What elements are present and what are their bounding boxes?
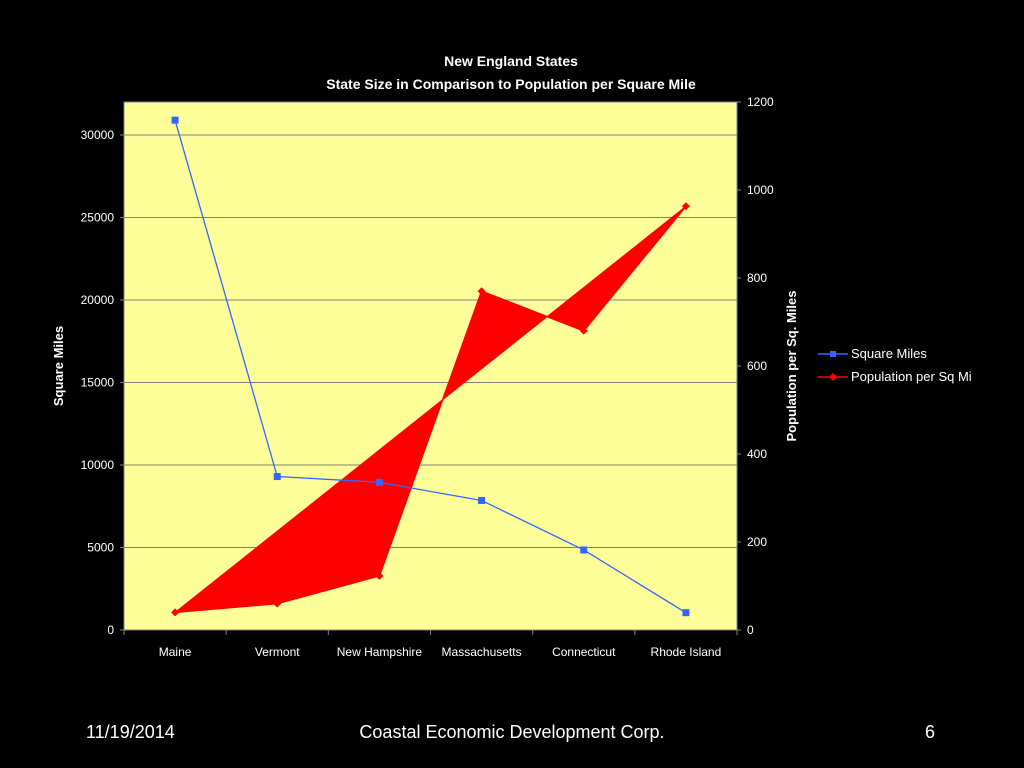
x-tick-label: Massachusetts <box>442 645 522 659</box>
grid-lines <box>120 101 741 631</box>
chart-title: New England States <box>444 53 578 69</box>
population-point <box>579 326 588 335</box>
y-tick-label: 5000 <box>87 541 114 555</box>
x-tick-label: New Hampshire <box>337 645 423 659</box>
population-point <box>273 599 282 608</box>
y2-tick-label: 0 <box>747 623 754 637</box>
square-miles-point <box>580 546 588 554</box>
y2-tick-label: 800 <box>747 271 767 285</box>
x-tick-labels: Maine Vermont New Hampshire Massachusetts Co… <box>159 645 722 659</box>
y2-tick-labels: 0 200 400 600 800 1000 1200 <box>747 95 774 637</box>
legend-square-miles-label: Square Miles <box>851 346 927 361</box>
y-tick-labels: 0 5000 10000 15000 20000 25000 30000 <box>81 128 115 637</box>
series-square-miles <box>171 116 690 617</box>
square-miles-point <box>273 473 281 481</box>
y2-tick-label: 1200 <box>747 95 774 109</box>
legend-population-marker <box>829 373 837 381</box>
square-miles-line <box>174 119 687 614</box>
population-point <box>681 202 690 211</box>
footer-organization: Coastal Economic Development Corp. <box>359 722 665 742</box>
plot-area <box>123 101 738 631</box>
legend-population-label: Population per Sq Mi <box>851 369 972 384</box>
legend-square-miles-marker <box>830 351 836 357</box>
y-axis-label: Square Miles <box>51 326 66 406</box>
y-tick-label: 10000 <box>81 458 115 472</box>
category-ticks <box>123 630 738 635</box>
x-tick-label: Vermont <box>255 645 300 659</box>
y2-tick-label: 200 <box>747 535 767 549</box>
footer-page-number: 6 <box>924 722 935 742</box>
y2-tick-label: 1000 <box>747 183 774 197</box>
y-tick-label: 15000 <box>81 376 115 390</box>
y-tick-label: 0 <box>107 623 114 637</box>
population-line <box>175 205 687 614</box>
square-miles-point <box>478 496 486 504</box>
square-miles-point <box>375 478 383 486</box>
square-miles-point <box>682 609 690 617</box>
x-tick-label: Connecticut <box>552 645 616 659</box>
population-point <box>171 608 180 617</box>
population-point <box>375 571 384 580</box>
x-tick-label: Rhode Island <box>651 645 722 659</box>
legend: Square Miles Population per Sq Mi <box>818 346 972 384</box>
y-tick-label: 25000 <box>81 211 115 225</box>
y2-tick-label: 400 <box>747 447 767 461</box>
y-tick-label: 30000 <box>81 128 115 142</box>
y2-tick-label: 600 <box>747 359 767 373</box>
footer-date: 11/19/2014 <box>86 722 175 742</box>
chart-subtitle: State Size in Comparison to Population p… <box>326 76 696 92</box>
population-point <box>477 287 486 296</box>
series-population <box>171 202 690 617</box>
x-tick-label: Maine <box>159 645 192 659</box>
y2-axis-label: Population per Sq. Miles <box>784 291 799 442</box>
square-miles-point <box>171 116 179 124</box>
y-tick-label: 20000 <box>81 293 115 307</box>
